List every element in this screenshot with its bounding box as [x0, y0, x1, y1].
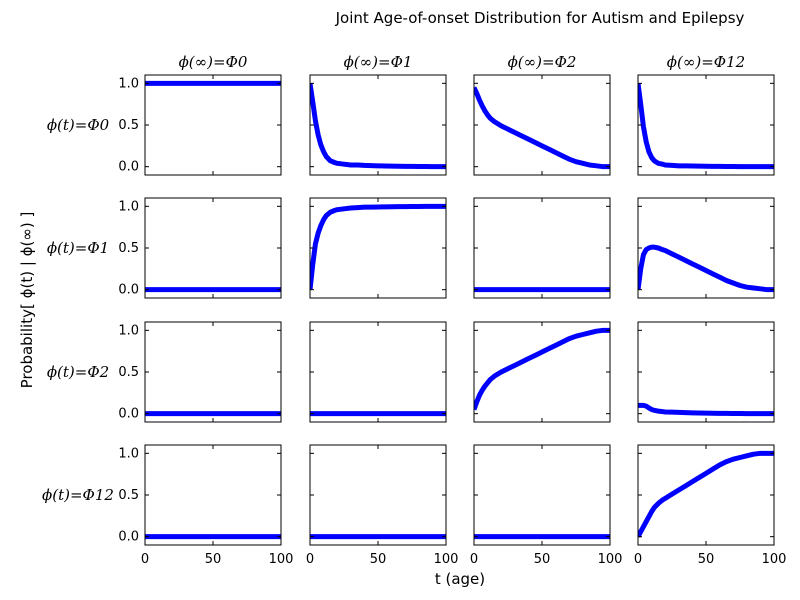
- x-axis-label: t (age): [435, 570, 485, 588]
- x-tick-label: 50: [205, 552, 222, 567]
- axes-frame: [473, 321, 611, 423]
- subplot-0-0: 0.0 0.5 1.0: [118, 74, 282, 176]
- axes-frame: [309, 321, 447, 423]
- subplot-1-0: 0.0 0.5 1.0: [118, 197, 282, 299]
- subplot-2-1: [309, 321, 447, 423]
- subplot-2-2: [473, 321, 611, 423]
- y-tick-label: 1.0: [118, 446, 139, 461]
- series-line: [310, 82, 446, 170]
- x-tick-label: 50: [370, 552, 387, 567]
- series-line: [474, 327, 610, 411]
- series-line: [638, 450, 774, 538]
- axes-frame: [144, 321, 282, 423]
- subplot-1-1: [309, 197, 447, 299]
- axes-frame: [473, 197, 611, 299]
- y-tick-label: 0.5: [118, 118, 139, 133]
- row-label: ϕ(t)=Φ0: [47, 116, 110, 134]
- x-tick-label: 0: [470, 552, 478, 567]
- subplot-3-1: 0 50 100: [306, 444, 459, 567]
- axes-frame: [637, 74, 775, 176]
- column-title: ϕ(∞)=Φ1: [344, 53, 413, 71]
- y-tick-label: 0.5: [118, 241, 139, 256]
- axes-frame: [309, 444, 447, 546]
- y-tick-label: 0.5: [118, 488, 139, 503]
- y-tick-label: 1.0: [118, 323, 139, 338]
- y-tick-label: 0.5: [118, 365, 139, 380]
- subplot-0-1: [309, 74, 447, 176]
- subplot-0-3: [637, 74, 775, 176]
- y-axis-label: Probability[ ϕ(t) | ϕ(∞) ]: [18, 212, 36, 389]
- y-tick-label: 0.0: [118, 160, 139, 175]
- y-tick-label: 1.0: [118, 76, 139, 91]
- subplot-grid: ϕ(∞)=Φ0 ϕ(∞)=Φ1 ϕ(∞)=Φ2 ϕ(∞)=Φ12 ϕ(t)=Φ0 ϕ(t)…: [42, 53, 786, 567]
- axes-frame: [637, 321, 775, 423]
- axes-frame: [144, 197, 282, 299]
- axes-frame: [144, 444, 282, 546]
- axes-frame: [637, 444, 775, 546]
- subplot-1-2: [473, 197, 611, 299]
- x-tick-label: 0: [634, 552, 642, 567]
- column-title: ϕ(∞)=Φ2: [508, 53, 577, 71]
- axes-frame: [473, 74, 611, 176]
- series-line: [638, 244, 774, 293]
- row-label: ϕ(t)=Φ1: [47, 239, 109, 257]
- subplot-3-2: 0 50 100: [470, 444, 623, 567]
- series-line: [638, 83, 774, 170]
- chart-title: Joint Age-of-onset Distribution for Auti…: [335, 9, 745, 27]
- x-tick-label: 100: [598, 552, 623, 567]
- series-line: [474, 86, 610, 170]
- subplot-3-0: 0.0 0.5 1.0 0 50 100: [118, 444, 294, 567]
- subplot-3-3: 0 50 100: [634, 444, 787, 567]
- series-line: [638, 402, 774, 417]
- y-tick-label: 0.0: [118, 283, 139, 298]
- x-tick-label: 100: [434, 552, 459, 567]
- y-tick-label: 1.0: [118, 199, 139, 214]
- axes-frame: [473, 444, 611, 546]
- subplot-1-3: [637, 197, 775, 299]
- y-tick-label: 0.0: [118, 530, 139, 545]
- series-line: [310, 203, 446, 290]
- row-label: ϕ(t)=Φ12: [42, 486, 114, 504]
- subplot-2-3: [637, 321, 775, 423]
- column-title: ϕ(∞)=Φ0: [179, 53, 248, 71]
- subplot-2-0: 0.0 0.5 1.0: [118, 321, 282, 423]
- x-tick-label: 0: [141, 552, 149, 567]
- x-tick-label: 100: [762, 552, 787, 567]
- x-tick-label: 0: [306, 552, 314, 567]
- row-label: ϕ(t)=Φ2: [47, 363, 109, 381]
- x-tick-label: 100: [269, 552, 294, 567]
- x-tick-label: 50: [534, 552, 551, 567]
- column-title: ϕ(∞)=Φ12: [667, 53, 745, 71]
- axes-frame: [144, 74, 282, 176]
- subplot-0-2: [473, 74, 611, 176]
- x-tick-label: 50: [698, 552, 715, 567]
- y-tick-label: 0.0: [118, 407, 139, 422]
